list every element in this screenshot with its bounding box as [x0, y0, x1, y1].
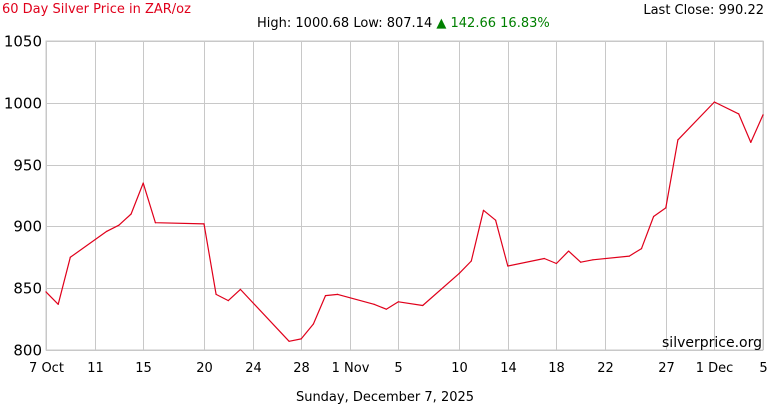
- last-close-label: Last Close:: [643, 3, 715, 18]
- x-tick-label: 7 Oct: [29, 361, 64, 376]
- x-tick-label: 1 Nov: [332, 361, 370, 376]
- x-tick-label: 15: [135, 361, 152, 376]
- data-point: [640, 248, 643, 250]
- data-point: [750, 141, 752, 143]
- data-point: [203, 223, 205, 225]
- footer-date: Sunday, December 7, 2025: [295, 390, 475, 405]
- data-point: [422, 304, 424, 307]
- data-point: [227, 300, 229, 302]
- x-tick-label: 1 Dec: [696, 361, 734, 376]
- series-line: [45, 101, 764, 342]
- data-point: [385, 308, 387, 310]
- data-point: [154, 222, 156, 224]
- data-point: [653, 215, 655, 218]
- chart-grid: [45, 40, 764, 351]
- data-point: [312, 323, 314, 325]
- data-point: [665, 207, 667, 209]
- chart-series: [45, 101, 764, 342]
- data-point: [288, 340, 290, 342]
- up-arrow-icon: ▲: [436, 16, 447, 31]
- x-tick-label: 22: [597, 361, 614, 376]
- x-tick-label: 5: [394, 361, 402, 376]
- change-value: 142.66: [450, 16, 497, 31]
- x-axis-ticks: 7 Oct 11 15 20 24 28 1 Nov 5 10 14 18 22 27 1 Dec 5: [29, 361, 768, 376]
- data-point: [568, 250, 570, 252]
- price-stats: High: 1000.68 Low: 807.14 ▲ 142.66 16.83…: [257, 16, 550, 31]
- data-point: [130, 213, 132, 215]
- data-point: [470, 260, 472, 262]
- x-tick-label: 27: [658, 361, 675, 376]
- data-point: [482, 209, 485, 211]
- x-tick-label: 10: [451, 361, 468, 376]
- watermark: silverprice.org: [662, 335, 762, 351]
- data-point: [713, 101, 716, 103]
- data-point: [555, 262, 558, 265]
- data-point: [57, 303, 59, 305]
- x-tick-label: 20: [196, 361, 213, 376]
- data-point: [397, 301, 399, 303]
- high-label: High:: [257, 16, 292, 31]
- low-value: 807.14: [386, 16, 433, 31]
- data-point: [677, 139, 679, 141]
- data-point: [628, 255, 630, 257]
- y-tick-label: 850: [13, 280, 42, 298]
- x-tick-label: 11: [87, 361, 104, 376]
- data-point: [762, 114, 764, 116]
- data-point: [592, 259, 594, 261]
- data-point: [69, 256, 71, 258]
- x-tick-label: 18: [548, 361, 565, 376]
- y-tick-label: 800: [13, 342, 42, 360]
- y-tick-label: 1000: [4, 95, 42, 113]
- last-close: Last Close: 990.22: [643, 3, 764, 18]
- y-axis-ticks: 800 850 900 950 1000 1050: [4, 33, 42, 360]
- data-point: [373, 303, 375, 305]
- x-tick-label: 5: [759, 361, 767, 376]
- chart-title: 60 Day Silver Price in ZAR/oz: [2, 2, 191, 17]
- y-tick-label: 900: [13, 218, 42, 236]
- data-point: [495, 219, 497, 221]
- data-point: [215, 293, 217, 295]
- data-point: [458, 272, 460, 274]
- data-point: [106, 230, 108, 232]
- plot-frame: [45, 40, 764, 351]
- data-point: [324, 295, 327, 297]
- change-percent: 16.83%: [500, 16, 550, 31]
- y-tick-label: 1050: [4, 33, 42, 51]
- data-point: [507, 265, 509, 267]
- x-tick-label: 28: [293, 361, 310, 376]
- data-point: [45, 291, 47, 293]
- data-point: [239, 288, 241, 290]
- high-value: 1000.68: [295, 16, 350, 31]
- low-label: Low:: [353, 16, 383, 31]
- data-point: [300, 338, 302, 340]
- data-point: [580, 261, 582, 263]
- data-point: [118, 224, 120, 226]
- last-close-value: 990.22: [718, 3, 765, 18]
- x-tick-label: 14: [500, 361, 517, 376]
- data-point: [543, 257, 545, 260]
- data-point: [738, 113, 740, 115]
- data-point: [337, 293, 339, 295]
- data-point: [142, 182, 144, 184]
- x-tick-label: 24: [245, 361, 262, 376]
- y-tick-label: 950: [13, 157, 42, 175]
